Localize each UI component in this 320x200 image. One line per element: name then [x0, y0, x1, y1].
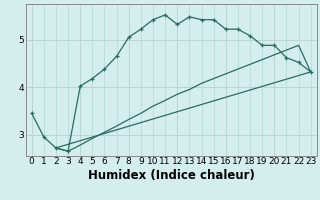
X-axis label: Humidex (Indice chaleur): Humidex (Indice chaleur) [88, 169, 255, 182]
